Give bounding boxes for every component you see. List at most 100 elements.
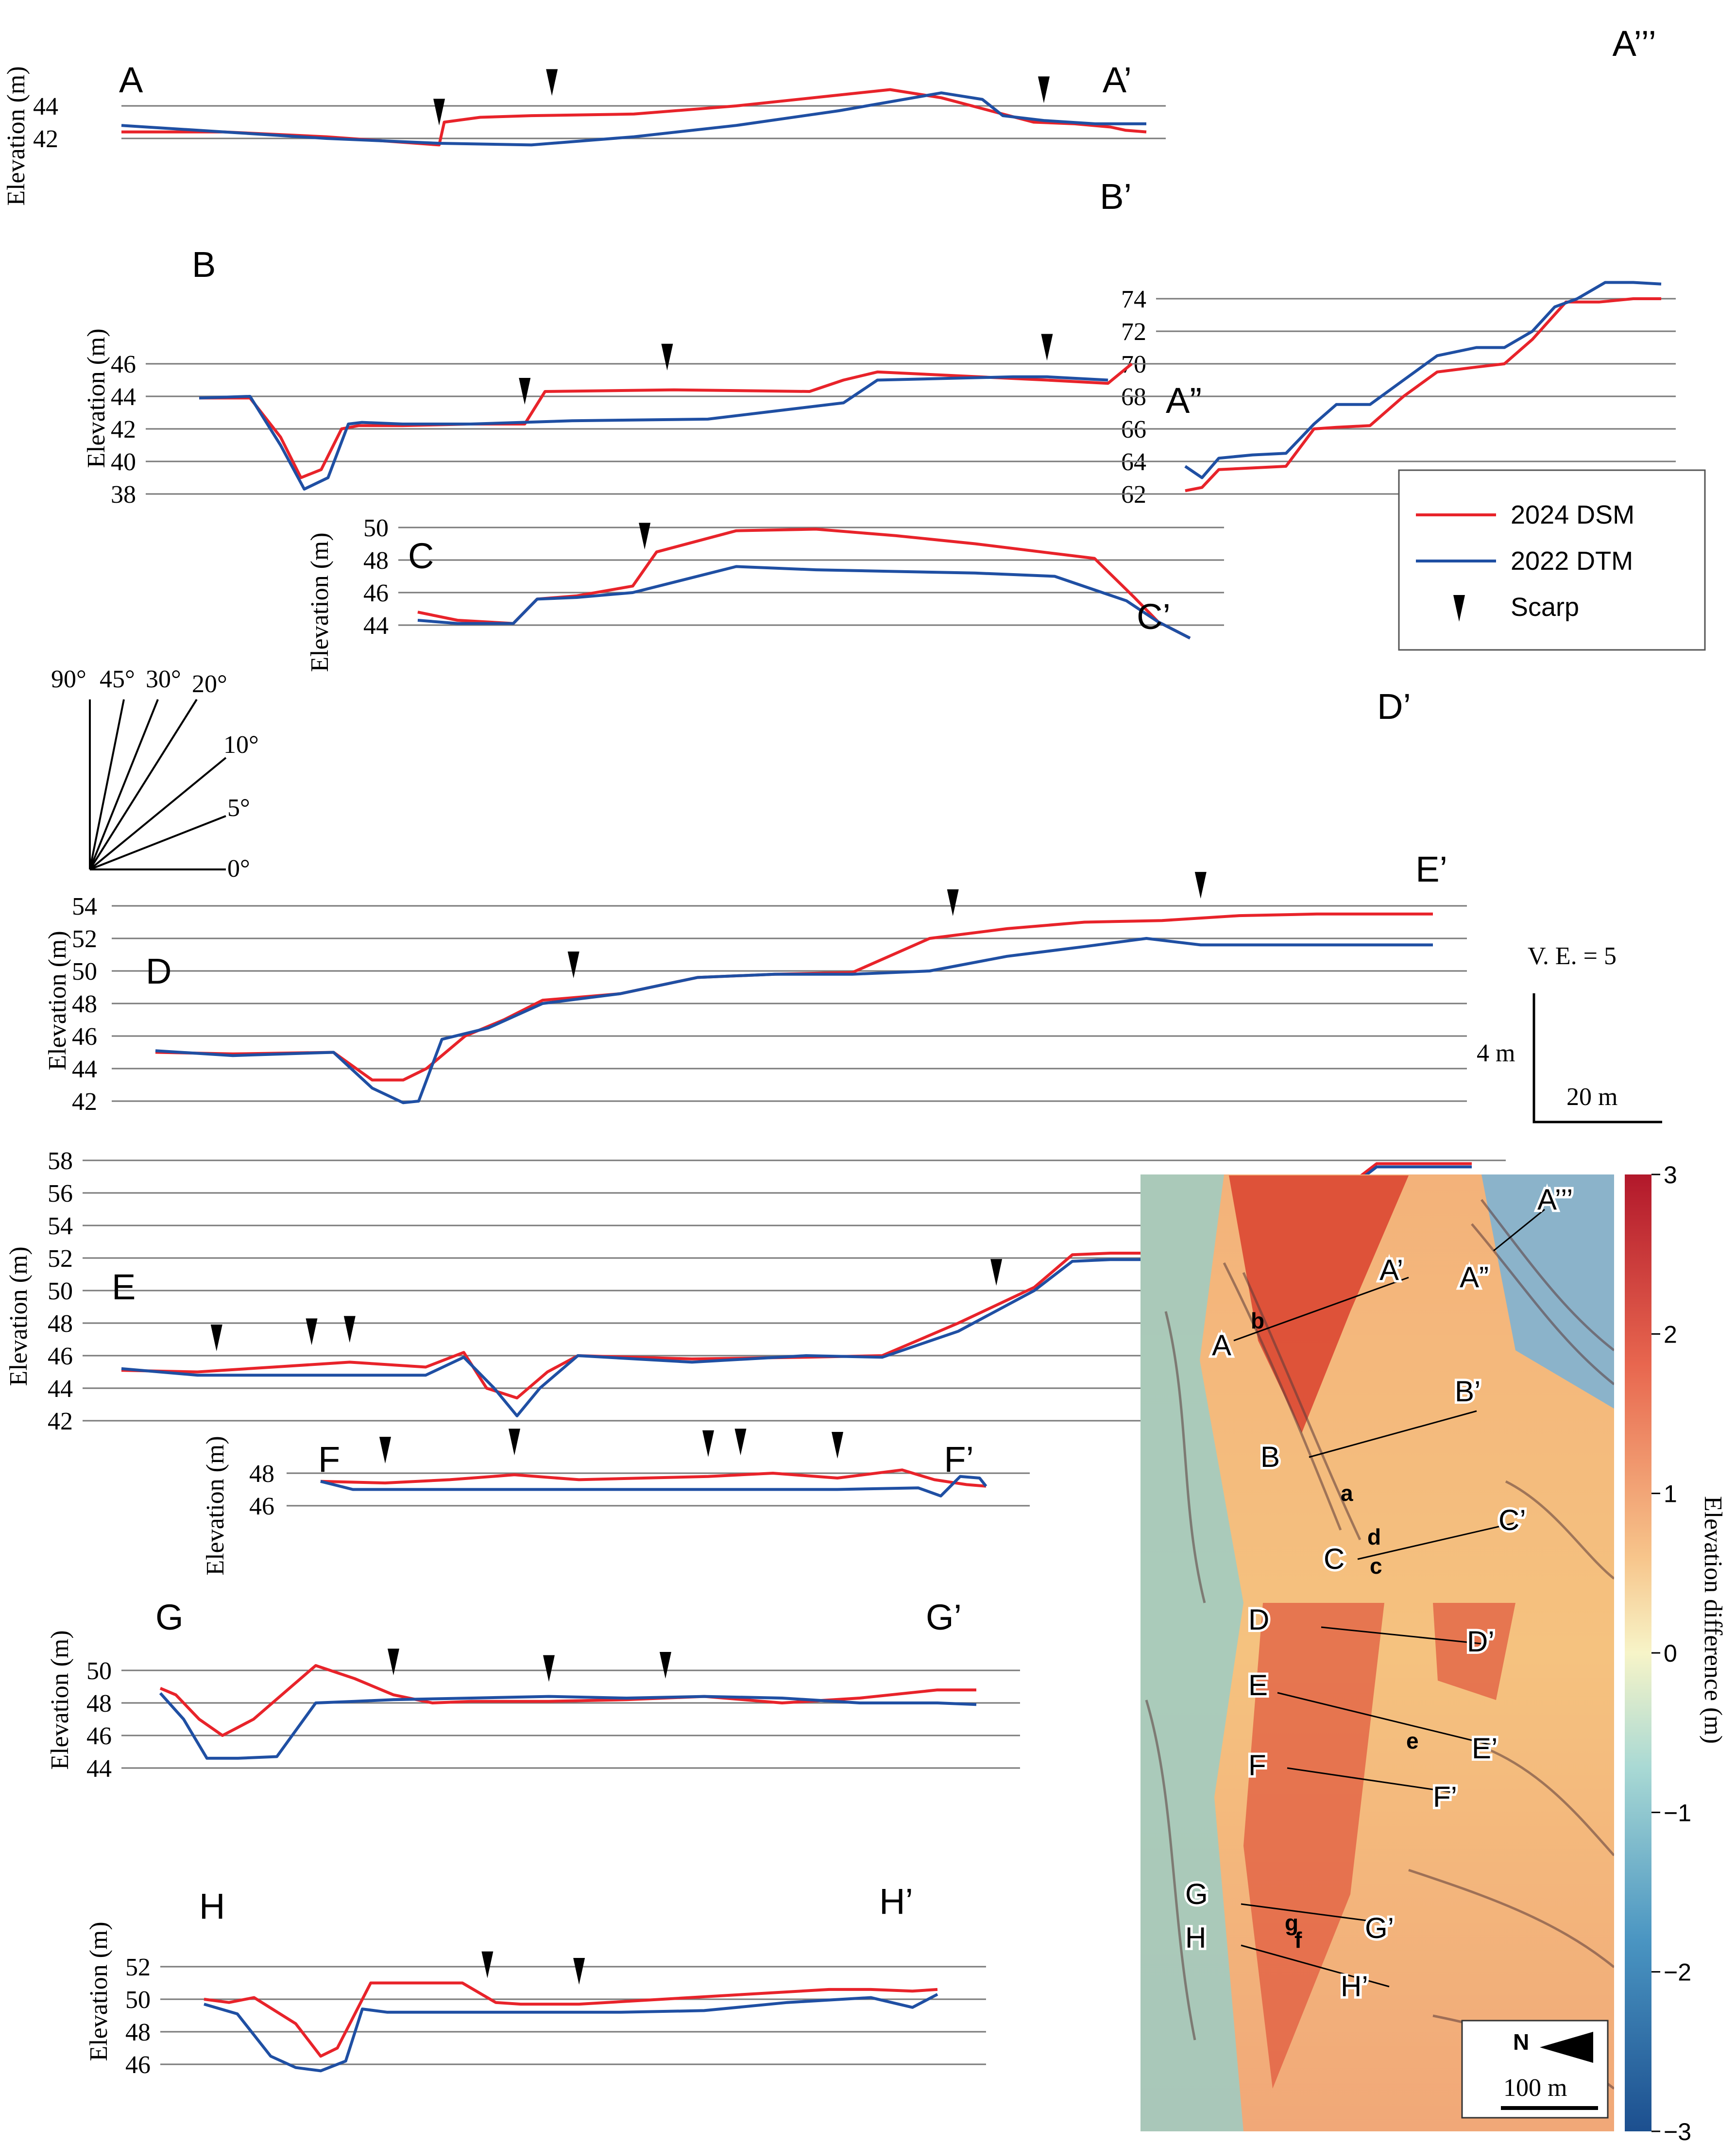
y-tick-label: 42 xyxy=(48,1408,73,1435)
colorbar-tick-label: 3 xyxy=(1664,1161,1677,1189)
map-profile-label: H’ xyxy=(1341,1970,1368,2003)
angle-0: 0° xyxy=(227,855,250,883)
y-tick-label: 48 xyxy=(249,1460,274,1488)
profile-label: B’ xyxy=(1100,176,1132,217)
map-profile-label: G’ xyxy=(1365,1912,1394,1944)
y-tick-label: 50 xyxy=(48,1277,73,1305)
y-axis-label: Elevation (m) xyxy=(44,931,71,1070)
scarp-marker xyxy=(210,1324,222,1351)
scarp-marker xyxy=(1041,334,1053,361)
profile-label: D’ xyxy=(1377,686,1411,727)
map-profile-label: A’ xyxy=(1379,1254,1403,1286)
slope-angle-reference xyxy=(89,698,227,870)
y-axis-label: Elevation (m) xyxy=(306,532,334,672)
colorbar-tick-label: 2 xyxy=(1664,1321,1677,1348)
y-tick-label: 42 xyxy=(111,416,136,443)
profile-label: C xyxy=(408,536,434,576)
y-tick-label: 44 xyxy=(48,1375,73,1403)
map-point-g: g xyxy=(1285,1910,1298,1936)
legend: 2024 DSM 2022 DTM Scarp xyxy=(1398,469,1706,651)
scarp-marker xyxy=(509,1429,521,1456)
scarp-marker xyxy=(343,1316,356,1343)
legend-dsm-label: 2024 DSM xyxy=(1511,500,1634,529)
scarp-marker xyxy=(388,1649,399,1676)
profile-label: B xyxy=(192,244,216,285)
profile-label: A xyxy=(119,60,143,100)
profile-label: A” xyxy=(1166,380,1202,421)
colorbar-tick-label: 0 xyxy=(1664,1640,1677,1667)
scale-bar xyxy=(1532,993,1662,1123)
map-point-c: c xyxy=(1370,1553,1382,1579)
angle-30: 30° xyxy=(146,665,181,693)
profile-label: A’’’ xyxy=(1612,23,1656,64)
y-tick-label: 42 xyxy=(72,1088,97,1116)
map-point-d: d xyxy=(1367,1524,1381,1549)
map-profile-label: A” xyxy=(1460,1261,1489,1293)
profile-label: E’ xyxy=(1415,849,1447,889)
y-tick-label: 58 xyxy=(48,1147,73,1175)
profile-label: G xyxy=(155,1597,184,1637)
scarp-marker xyxy=(379,1437,391,1464)
y-tick-label: 46 xyxy=(125,2051,151,2079)
scarp-marker xyxy=(1038,76,1050,103)
angle-45: 45° xyxy=(100,665,135,693)
y-tick-label: 44 xyxy=(363,612,389,640)
y-tick-label: 46 xyxy=(48,1343,73,1370)
angle-5: 5° xyxy=(227,794,250,822)
map-profile-label: H xyxy=(1185,1922,1206,1954)
scarp-marker xyxy=(661,343,673,371)
profile-A: 42 44 A A’ Elevation (m) xyxy=(2,60,1166,206)
profile-label: H xyxy=(199,1886,225,1926)
map-profile-label: D xyxy=(1248,1603,1269,1636)
scarp-marker xyxy=(660,1651,671,1679)
y-axis-label: Elevation (m) xyxy=(5,1246,33,1386)
y-axis-label: Elevation (m) xyxy=(83,328,110,468)
profile-label: F xyxy=(318,1439,340,1480)
map-profile-label: B’ xyxy=(1455,1375,1481,1408)
y-tick-label: 46 xyxy=(111,351,136,378)
y-tick-label: 52 xyxy=(125,1954,151,1981)
profile-label: D xyxy=(146,951,171,991)
map-profile-label: B xyxy=(1260,1441,1280,1473)
profile-label: E xyxy=(112,1267,136,1307)
y-axis-label: Elevation (m) xyxy=(46,1630,74,1769)
map-point-b: b xyxy=(1251,1308,1264,1333)
y-tick-label: 46 xyxy=(72,1023,97,1051)
y-tick-label: 46 xyxy=(86,1722,112,1750)
map-profile-label: E’ xyxy=(1472,1732,1498,1765)
colorbar-tick-label: −2 xyxy=(1664,1959,1691,1986)
y-tick-label: 44 xyxy=(111,383,136,411)
profile-label: G’ xyxy=(926,1597,962,1637)
y-tick-label: 46 xyxy=(363,579,389,607)
scarp-marker xyxy=(567,951,579,978)
profile-B: 38 40 42 44 46 B B’ Elevation (m) xyxy=(83,176,1156,509)
y-tick-label: 52 xyxy=(72,925,97,953)
y-axis-label: Elevation (m) xyxy=(85,1922,113,2061)
colorbar-tick-label: −1 xyxy=(1664,1799,1691,1826)
y-tick-label: 50 xyxy=(125,1986,151,2014)
scarp-marker xyxy=(947,889,959,916)
y-tick-label: 74 xyxy=(1121,286,1146,313)
y-tick-label: 52 xyxy=(48,1245,73,1273)
profile-D: 42 44 46 48 50 52 54 D D’ Elevation (m) xyxy=(44,686,1467,1116)
series-dsm-line xyxy=(1185,297,1661,493)
y-tick-label: 48 xyxy=(86,1690,112,1718)
angle-10: 10° xyxy=(223,731,259,759)
scarp-marker xyxy=(519,377,531,405)
y-tick-label: 54 xyxy=(48,1212,73,1240)
legend-dtm-label: 2022 DTM xyxy=(1511,546,1633,576)
y-tick-label: 48 xyxy=(48,1310,73,1338)
series-dtm-line xyxy=(320,1475,987,1497)
series-dtm-line xyxy=(159,1692,977,1760)
north-label: N xyxy=(1513,2029,1529,2055)
angle-20: 20° xyxy=(192,670,227,698)
angle-90: 90° xyxy=(51,665,86,693)
series-dtm-line xyxy=(1184,281,1662,479)
profile-F: 46 48 F F’ Elevation (m) xyxy=(202,1429,1030,1576)
profile-H: 46 48 50 52 H H’ Elevation (m) xyxy=(85,1881,986,2079)
scarp-marker xyxy=(433,99,445,126)
y-tick-label: 72 xyxy=(1121,318,1146,346)
scarp-marker xyxy=(832,1432,844,1459)
y-tick-label: 46 xyxy=(249,1493,274,1520)
